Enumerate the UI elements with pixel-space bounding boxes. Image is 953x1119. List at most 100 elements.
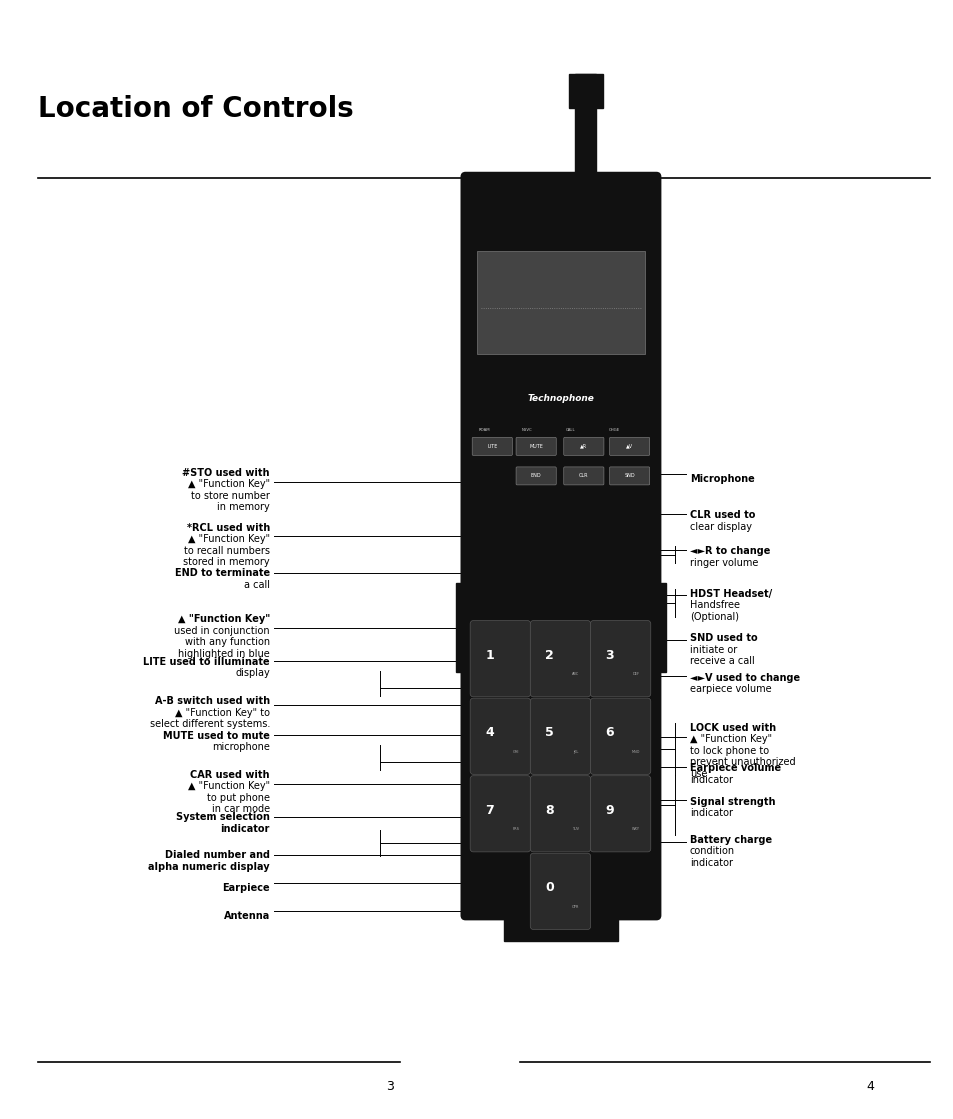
Bar xyxy=(568,74,602,109)
Text: Technophone: Technophone xyxy=(527,394,594,403)
Bar xyxy=(476,251,644,354)
Text: alpha numeric display: alpha numeric display xyxy=(149,862,270,872)
FancyBboxPatch shape xyxy=(609,467,649,485)
FancyBboxPatch shape xyxy=(461,172,659,920)
Text: earpiece volume: earpiece volume xyxy=(689,684,771,694)
Text: 6: 6 xyxy=(605,726,614,740)
Text: HDST Headset/: HDST Headset/ xyxy=(689,589,771,599)
Text: indicator: indicator xyxy=(220,824,270,834)
Text: END to terminate: END to terminate xyxy=(174,568,270,579)
Text: indicator: indicator xyxy=(689,774,732,784)
Text: to recall numbers: to recall numbers xyxy=(184,546,270,555)
Text: Earpiece: Earpiece xyxy=(222,883,270,893)
FancyBboxPatch shape xyxy=(530,698,590,774)
Text: ▲ "Function Key": ▲ "Function Key" xyxy=(188,479,270,489)
FancyBboxPatch shape xyxy=(472,438,512,455)
Text: DEF: DEF xyxy=(632,673,639,676)
Text: ▲ "Function Key" to: ▲ "Function Key" to xyxy=(174,707,270,717)
Text: Signal strength: Signal strength xyxy=(689,797,775,807)
Text: Battery charge: Battery charge xyxy=(689,835,771,845)
Text: display: display xyxy=(235,668,270,678)
Text: a call: a call xyxy=(244,580,270,590)
FancyBboxPatch shape xyxy=(609,438,649,455)
Text: ▲ "Function Key": ▲ "Function Key" xyxy=(689,734,771,744)
Text: ROAM: ROAM xyxy=(478,429,490,432)
Text: in memory: in memory xyxy=(217,502,270,513)
Text: OPR: OPR xyxy=(572,905,578,909)
Text: ringer volume: ringer volume xyxy=(689,557,758,567)
Text: 5: 5 xyxy=(545,726,554,740)
Text: MNO: MNO xyxy=(631,750,639,754)
Text: GHI: GHI xyxy=(512,750,518,754)
Text: Location of Controls: Location of Controls xyxy=(38,95,354,123)
Text: prevent unauthorized: prevent unauthorized xyxy=(689,758,795,768)
Text: ▲ "Function Key": ▲ "Function Key" xyxy=(188,781,270,791)
Text: to lock phone to: to lock phone to xyxy=(689,746,768,755)
Text: CLR used to: CLR used to xyxy=(689,510,755,520)
Text: ▲R: ▲R xyxy=(579,444,587,449)
Text: MUTE: MUTE xyxy=(529,444,542,449)
Text: Earpiece volume: Earpiece volume xyxy=(689,763,781,773)
Text: (Optional): (Optional) xyxy=(689,612,739,621)
FancyBboxPatch shape xyxy=(563,438,603,455)
Text: 4: 4 xyxy=(865,1080,873,1093)
Text: Microphone: Microphone xyxy=(689,474,754,485)
Text: 7: 7 xyxy=(485,803,494,817)
Text: ◄►R to change: ◄►R to change xyxy=(689,546,770,556)
Text: 2: 2 xyxy=(545,649,554,661)
Text: stored in memory: stored in memory xyxy=(183,557,270,567)
Text: ABC: ABC xyxy=(572,673,578,676)
Bar xyxy=(654,583,665,671)
Text: ▲ "Function Key": ▲ "Function Key" xyxy=(177,614,270,624)
Text: 0: 0 xyxy=(545,882,554,894)
Text: 9: 9 xyxy=(605,803,614,817)
FancyBboxPatch shape xyxy=(530,775,590,852)
Text: microphone: microphone xyxy=(212,742,270,752)
Text: Dialed number and: Dialed number and xyxy=(165,850,270,861)
Text: in car mode: in car mode xyxy=(212,805,270,815)
Text: condition: condition xyxy=(689,846,735,856)
FancyBboxPatch shape xyxy=(470,621,530,697)
FancyBboxPatch shape xyxy=(516,438,556,455)
FancyBboxPatch shape xyxy=(590,698,650,774)
Text: to store number: to store number xyxy=(191,491,270,500)
Text: LOCK used with: LOCK used with xyxy=(689,723,776,733)
Text: 1: 1 xyxy=(485,649,494,661)
Text: WXY: WXY xyxy=(631,827,639,831)
Text: LITE used to illuminate: LITE used to illuminate xyxy=(143,657,270,667)
Text: highlighted in blue: highlighted in blue xyxy=(178,649,270,659)
FancyBboxPatch shape xyxy=(590,621,650,697)
Text: CALL: CALL xyxy=(565,429,575,432)
Text: Handsfree: Handsfree xyxy=(689,600,740,610)
Text: LITE: LITE xyxy=(487,444,497,449)
Text: END: END xyxy=(530,473,541,479)
Text: used in conjunction: used in conjunction xyxy=(174,626,270,636)
Text: to put phone: to put phone xyxy=(207,793,270,802)
Bar xyxy=(575,74,596,197)
Text: PRS: PRS xyxy=(512,827,518,831)
Text: 8: 8 xyxy=(545,803,554,817)
FancyBboxPatch shape xyxy=(530,621,590,697)
Text: receive a call: receive a call xyxy=(689,657,754,666)
FancyBboxPatch shape xyxy=(470,775,530,852)
FancyBboxPatch shape xyxy=(470,698,530,774)
Text: CHGE: CHGE xyxy=(608,429,619,432)
Text: SND used to: SND used to xyxy=(689,633,757,643)
Text: clear display: clear display xyxy=(689,521,751,532)
Text: 4: 4 xyxy=(485,726,494,740)
FancyBboxPatch shape xyxy=(563,467,603,485)
Text: NSVC: NSVC xyxy=(520,429,532,432)
Text: #STO used with: #STO used with xyxy=(182,468,270,478)
Text: System selection: System selection xyxy=(176,812,270,822)
Bar xyxy=(503,913,618,941)
FancyBboxPatch shape xyxy=(590,775,650,852)
Text: CAR used with: CAR used with xyxy=(191,770,270,780)
Text: TUV: TUV xyxy=(572,827,578,831)
Text: ◄►V used to change: ◄►V used to change xyxy=(689,673,800,683)
Text: 3: 3 xyxy=(605,649,614,661)
FancyBboxPatch shape xyxy=(530,854,590,930)
Text: *RCL used with: *RCL used with xyxy=(187,523,270,533)
Text: use: use xyxy=(689,769,706,779)
Text: ▲V: ▲V xyxy=(625,444,633,449)
Text: MUTE used to mute: MUTE used to mute xyxy=(163,731,270,741)
